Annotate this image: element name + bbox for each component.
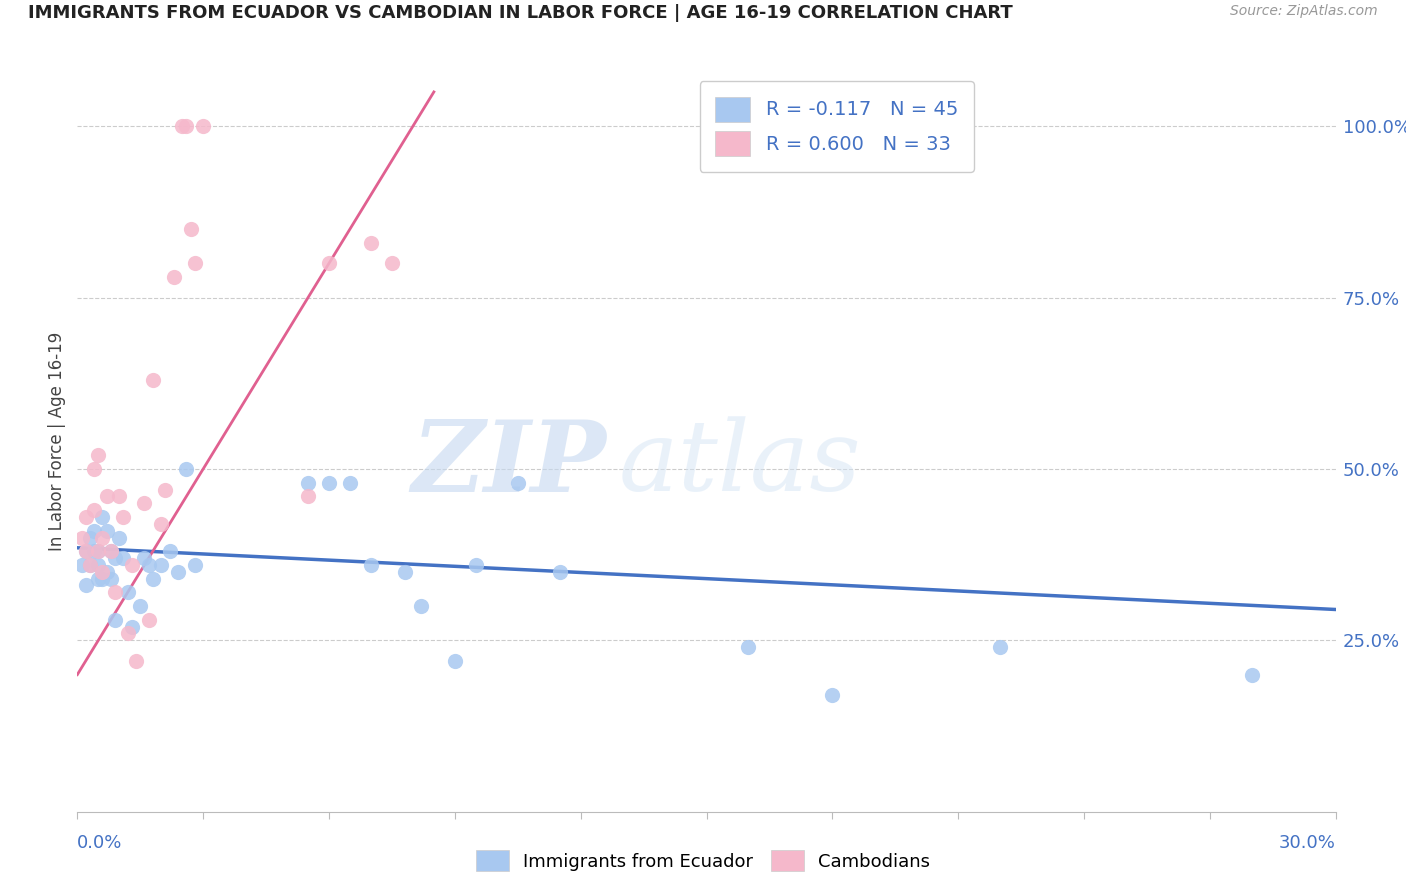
Point — [155, 483, 177, 497]
Point — [83, 544, 105, 558]
Point — [180, 222, 202, 236]
Point — [159, 544, 181, 558]
Text: 0.0%: 0.0% — [77, 834, 122, 852]
Point — [737, 640, 759, 655]
Y-axis label: In Labor Force | Age 16-19: In Labor Force | Age 16-19 — [48, 332, 66, 551]
Point — [87, 544, 110, 558]
Point — [91, 531, 114, 545]
Point — [117, 585, 139, 599]
Point — [1240, 667, 1263, 681]
Point — [96, 489, 118, 503]
Point — [104, 585, 127, 599]
Point — [150, 516, 173, 531]
Point — [125, 654, 148, 668]
Point — [117, 626, 139, 640]
Point — [75, 578, 97, 592]
Point — [394, 565, 416, 579]
Point — [138, 613, 160, 627]
Point — [79, 558, 101, 572]
Point — [297, 489, 319, 503]
Point — [96, 565, 118, 579]
Legend: Immigrants from Ecuador, Cambodians: Immigrants from Ecuador, Cambodians — [468, 843, 938, 879]
Point — [75, 510, 97, 524]
Point — [79, 531, 101, 545]
Point — [163, 270, 186, 285]
Point — [87, 572, 110, 586]
Point — [83, 524, 105, 538]
Point — [70, 558, 93, 572]
Point — [100, 544, 122, 558]
Point — [548, 565, 571, 579]
Point — [150, 558, 173, 572]
Text: atlas: atlas — [619, 416, 862, 511]
Point — [112, 510, 135, 524]
Point — [821, 688, 844, 702]
Point — [75, 544, 97, 558]
Point — [96, 524, 118, 538]
Point — [360, 558, 382, 572]
Point — [172, 119, 194, 133]
Point — [318, 475, 340, 490]
Point — [176, 462, 198, 476]
Point — [75, 544, 97, 558]
Point — [79, 558, 101, 572]
Point — [381, 256, 404, 270]
Point — [100, 544, 122, 558]
Point — [444, 654, 467, 668]
Text: ZIP: ZIP — [411, 416, 606, 512]
Point — [339, 475, 361, 490]
Point — [184, 558, 207, 572]
Point — [91, 510, 114, 524]
Point — [70, 531, 93, 545]
Point — [121, 558, 143, 572]
Point — [411, 599, 433, 613]
Text: Source: ZipAtlas.com: Source: ZipAtlas.com — [1230, 4, 1378, 19]
Point — [360, 235, 382, 250]
Point — [91, 565, 114, 579]
Point — [318, 256, 340, 270]
Legend: R = -0.117   N = 45, R = 0.600   N = 33: R = -0.117 N = 45, R = 0.600 N = 33 — [700, 81, 973, 172]
Point — [134, 496, 156, 510]
Point — [83, 462, 105, 476]
Text: 30.0%: 30.0% — [1279, 834, 1336, 852]
Point — [104, 613, 127, 627]
Point — [100, 572, 122, 586]
Point — [988, 640, 1011, 655]
Point — [138, 558, 160, 572]
Point — [83, 503, 105, 517]
Point — [112, 551, 135, 566]
Point — [464, 558, 486, 572]
Point — [121, 619, 143, 633]
Point — [142, 572, 165, 586]
Point — [91, 572, 114, 586]
Point — [191, 119, 215, 133]
Point — [108, 531, 131, 545]
Point — [87, 448, 110, 462]
Point — [87, 544, 110, 558]
Point — [134, 551, 156, 566]
Text: IMMIGRANTS FROM ECUADOR VS CAMBODIAN IN LABOR FORCE | AGE 16-19 CORRELATION CHAR: IMMIGRANTS FROM ECUADOR VS CAMBODIAN IN … — [28, 4, 1012, 22]
Point — [167, 565, 190, 579]
Point — [108, 489, 131, 503]
Point — [184, 256, 207, 270]
Point — [104, 551, 127, 566]
Point — [142, 373, 165, 387]
Point — [176, 119, 198, 133]
Point — [87, 558, 110, 572]
Point — [129, 599, 152, 613]
Point — [506, 475, 529, 490]
Point — [297, 475, 319, 490]
